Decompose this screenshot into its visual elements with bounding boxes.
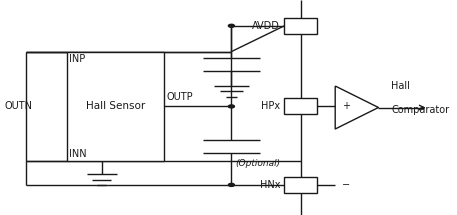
Text: AVDD: AVDD <box>252 21 280 31</box>
Text: (Optional): (Optional) <box>236 159 281 168</box>
Circle shape <box>228 105 234 108</box>
Text: +: + <box>342 101 350 111</box>
Text: INN: INN <box>69 149 87 159</box>
Circle shape <box>228 183 234 186</box>
Bar <box>284 177 317 193</box>
Text: Hall Sensor: Hall Sensor <box>86 101 145 111</box>
Text: −: − <box>342 180 350 190</box>
Text: HPx: HPx <box>261 101 280 111</box>
Text: Comparator: Comparator <box>392 105 450 115</box>
Text: OUTN: OUTN <box>4 101 32 111</box>
Bar <box>284 18 317 34</box>
Circle shape <box>228 24 234 27</box>
Text: INP: INP <box>69 54 85 64</box>
Bar <box>284 98 317 114</box>
Bar <box>67 52 165 161</box>
Text: Hall: Hall <box>392 81 410 91</box>
Text: OUTP: OUTP <box>166 92 193 102</box>
Text: HNx: HNx <box>260 180 280 190</box>
